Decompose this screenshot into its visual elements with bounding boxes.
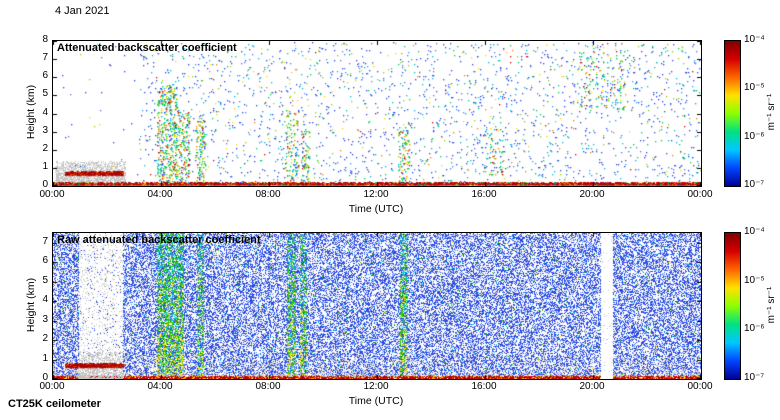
y-tick-label: 6 — [42, 70, 48, 81]
date-label: 4 Jan 2021 — [55, 5, 110, 17]
colorbar-tick-label: 10⁻⁵ — [744, 275, 765, 286]
y-tick-label: 2 — [42, 143, 48, 154]
colorbar-tick-label: 10⁻⁶ — [744, 323, 765, 334]
y-tick-label: 8 — [42, 34, 48, 45]
y-axis-label: Height (km) — [25, 277, 37, 333]
top-plot-canvas — [53, 41, 701, 186]
y-tick-label: 4 — [42, 294, 48, 305]
x-tick-label: 16:00 — [471, 189, 497, 200]
y-tick-label: 1 — [42, 161, 48, 172]
x-tick-label: 20:00 — [579, 381, 605, 392]
x-tick-label: 04:00 — [147, 381, 173, 392]
x-tick-label: 08:00 — [255, 189, 281, 200]
bottom-panel-title: Raw attenuated backscatter coefficient — [57, 234, 261, 246]
x-tick-label: 00:00 — [687, 189, 713, 200]
y-tick-label: 5 — [42, 88, 48, 99]
colorbar-unit-label: m⁻¹ sr⁻¹ — [766, 93, 777, 131]
bottom-plot-area: Raw attenuated backscatter coefficient — [52, 232, 702, 380]
x-tick-label: 00:00 — [687, 381, 713, 392]
colorbar-tick-label: 10⁻⁵ — [744, 82, 765, 93]
top-panel-title: Attenuated backscatter coefficient — [57, 42, 237, 54]
y-tick-label: 0 — [42, 179, 48, 190]
y-tick-label: 7 — [42, 236, 48, 247]
colorbar-tick-label: 10⁻⁷ — [744, 179, 765, 190]
y-tick-label: 3 — [42, 314, 48, 325]
colorbar-gradient — [724, 232, 741, 380]
colorbar-tick-label: 10⁻⁴ — [744, 226, 765, 237]
colorbar-tick-label: 10⁻⁶ — [744, 131, 765, 142]
bottom-plot-canvas — [53, 233, 701, 379]
x-tick-label: 12:00 — [363, 189, 389, 200]
y-tick-label: 5 — [42, 275, 48, 286]
y-tick-label: 0 — [42, 372, 48, 383]
y-tick-label: 7 — [42, 52, 48, 63]
y-tick-label: 1 — [42, 353, 48, 364]
x-tick-label: 00:00 — [39, 189, 65, 200]
x-tick-label: 00:00 — [39, 381, 65, 392]
x-axis-label: Time (UTC) — [348, 395, 404, 407]
colorbar-tick-label: 10⁻⁴ — [744, 34, 765, 45]
y-tick-label: 4 — [42, 107, 48, 118]
y-tick-label: 6 — [42, 255, 48, 266]
y-axis-label: Height (km) — [25, 84, 37, 140]
x-tick-label: 12:00 — [363, 381, 389, 392]
colorbar-gradient — [724, 40, 741, 187]
x-tick-label: 20:00 — [579, 189, 605, 200]
x-tick-label: 16:00 — [471, 381, 497, 392]
colorbar-unit-label: m⁻¹ sr⁻¹ — [766, 286, 777, 324]
x-axis-label: Time (UTC) — [348, 203, 404, 215]
top-plot-area: Attenuated backscatter coefficient — [52, 40, 702, 187]
instrument-label: CT25K ceilometer — [8, 398, 101, 410]
x-tick-label: 08:00 — [255, 381, 281, 392]
x-tick-label: 04:00 — [147, 189, 173, 200]
y-tick-label: 3 — [42, 125, 48, 136]
y-tick-label: 2 — [42, 333, 48, 344]
colorbar-tick-label: 10⁻⁷ — [744, 372, 765, 383]
